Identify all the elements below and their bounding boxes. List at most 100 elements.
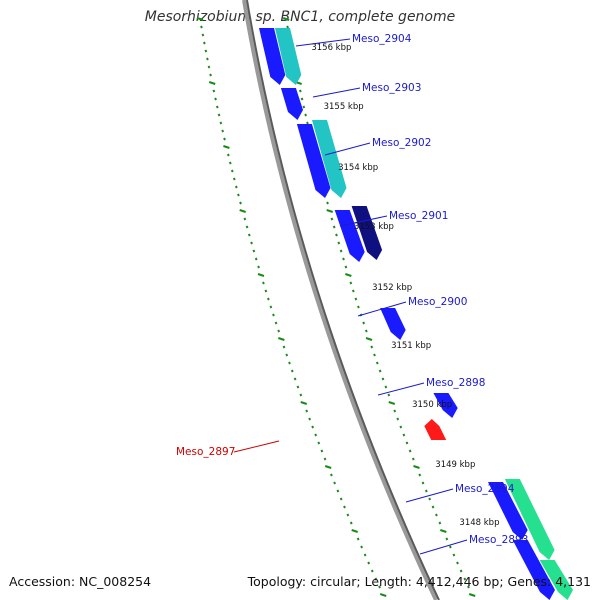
inner-dotted-track-dot: [230, 169, 234, 173]
outer-dotted-track-dot: [364, 329, 368, 333]
inner-dotted-track-dot: [272, 313, 275, 317]
leader-meso-2898: [377, 382, 425, 396]
outer-dotted-track-dot: [326, 209, 334, 213]
inner-dotted-track-dot: [339, 497, 343, 501]
inner-dotted-track-dot: [232, 177, 236, 181]
outer-dotted-track-dot: [452, 553, 456, 557]
leader-meso-2904: [295, 38, 351, 47]
outer-dotted-track-dot: [326, 201, 329, 205]
inner-dotted-track-dot: [214, 97, 217, 101]
inner-dotted-track-dot: [351, 529, 358, 533]
outer-dotted-track-dot: [393, 409, 397, 413]
outer-dotted-track-dot: [408, 449, 412, 453]
outer-dotted-track-dot: [424, 489, 428, 493]
gene-labels: Meso_2904 Meso_2903 Meso_2902 Meso_2901 Meso…: [176, 33, 528, 546]
gene-label-meso-2897: Meso_2897: [176, 446, 235, 458]
gene-label-meso-2894: Meso_2894: [455, 483, 515, 495]
feature-meso-2901-b: [351, 206, 383, 260]
inner-dotted-track-dot: [329, 473, 333, 477]
scale-label-3151-kbp: 3151 kbp: [391, 341, 431, 351]
outer-dotted-track-dot: [286, 25, 289, 29]
leader-meso-2903: [312, 87, 361, 98]
inner-dotted-track-dot: [323, 457, 327, 461]
leader-meso-2902: [324, 142, 371, 156]
accession-label: Accession: NC_008254: [9, 574, 152, 589]
outer-dotted-track-dot: [351, 289, 355, 293]
outer-dotted-track-dot: [435, 513, 438, 517]
inner-dotted-track-dot: [250, 241, 253, 245]
scale-label-3154-kbp: 3154 kbp: [338, 163, 378, 173]
outer-dotted-track-dot: [349, 281, 353, 285]
outer-dotted-track-dot: [399, 425, 403, 429]
inner-dotted-track-dot: [201, 33, 205, 37]
gene-label-meso-2893: Meso_2893: [469, 534, 528, 546]
inner-dotted-track-dot: [343, 505, 346, 509]
inner-dotted-track-dot: [228, 161, 232, 165]
outer-dotted-track-dot: [282, 17, 290, 21]
genome-summary: Topology: circular; Length: 4,412,446 bp…: [247, 574, 591, 589]
inner-dotted-track-dot: [360, 545, 364, 549]
feature-meso-2893: [512, 540, 555, 600]
inner-dotted-track-dot: [247, 233, 251, 237]
outer-dotted-track-dot: [344, 265, 348, 269]
outer-dotted-track-dot: [335, 233, 338, 237]
inner-dotted-track-dot: [346, 513, 350, 517]
feature-meso-2894: [488, 482, 528, 540]
feature-meso-2901: [334, 210, 365, 262]
outer-dotted-track-dot: [342, 257, 345, 261]
inner-dotted-track-dot: [257, 273, 265, 277]
outer-dotted-track-dot: [459, 569, 463, 573]
outer-dotted-track-dot: [448, 545, 452, 549]
inner-dotted-track-dot: [206, 57, 209, 61]
outer-dotted-track-dot: [306, 121, 309, 125]
inner-dotted-track-dot: [223, 145, 230, 149]
feature-meso-2900: [380, 308, 406, 340]
scale-labels: 3156 kbp 3155 kbp 3154 kbp 3153 kbp 3152 kbp…: [311, 43, 499, 528]
backbone-outer-line: [242, 0, 438, 600]
outer-dotted-track-dot: [468, 593, 476, 597]
inner-dotted-track-dot: [314, 433, 318, 437]
outer-dotted-track-dot: [337, 241, 341, 245]
gene-label-meso-2903: Meso_2903: [362, 82, 421, 94]
outer-dotted-track-dot: [373, 353, 376, 357]
inner-dotted-track-dot: [252, 249, 256, 253]
inner-dotted-track-dot: [239, 201, 242, 205]
outer-dotted-track-dot: [467, 585, 470, 589]
outer-dotted-track-dot: [431, 505, 435, 509]
inner-dotted-track-dot: [277, 329, 281, 333]
backbone: [242, 0, 440, 600]
inner-dotted-track-dot: [264, 289, 268, 293]
outer-dotted-track: [282, 17, 476, 597]
inner-dotted-track-dot: [356, 537, 360, 541]
feature-meso-2898: [433, 393, 458, 418]
inner-dotted-track-dot: [278, 337, 285, 341]
outer-dotted-track-dot: [413, 465, 420, 469]
outer-dotted-track-dot: [405, 441, 409, 445]
leader-meso-2893: [419, 539, 468, 555]
inner-dotted-track-dot: [202, 41, 206, 45]
label-leaders: [233, 38, 468, 555]
outer-dotted-track-dot: [332, 225, 336, 229]
outer-dotted-track-dot: [387, 393, 391, 397]
outer-dotted-track-dot: [357, 305, 360, 309]
outer-dotted-track-dot: [345, 273, 352, 277]
inner-dotted-track-dot: [333, 481, 337, 485]
inner-dotted-track-dot: [349, 521, 353, 525]
inner-dotted-track-dot: [245, 225, 249, 229]
outer-dotted-track-dot: [428, 497, 432, 501]
scale-label-3155-kbp: 3155 kbp: [324, 102, 364, 112]
leader-meso-2901: [339, 215, 388, 227]
inner-dotted-track-dot: [254, 257, 258, 261]
outer-dotted-track-dot: [330, 217, 334, 221]
scale-label-3149-kbp: 3149 kbp: [435, 460, 475, 470]
feature-meso-2904: [259, 28, 286, 85]
inner-dotted-track-dot: [299, 393, 303, 397]
feature-meso-2902: [296, 124, 331, 198]
inner-dotted-track-dot: [212, 89, 216, 93]
inner-dotted-track-dot: [237, 193, 240, 197]
inner-dotted-track-dot: [219, 121, 223, 125]
feature-meso-2902-b: [312, 120, 347, 198]
outer-dotted-track-dot: [421, 481, 425, 485]
inner-dotted-track-dot: [290, 369, 294, 373]
